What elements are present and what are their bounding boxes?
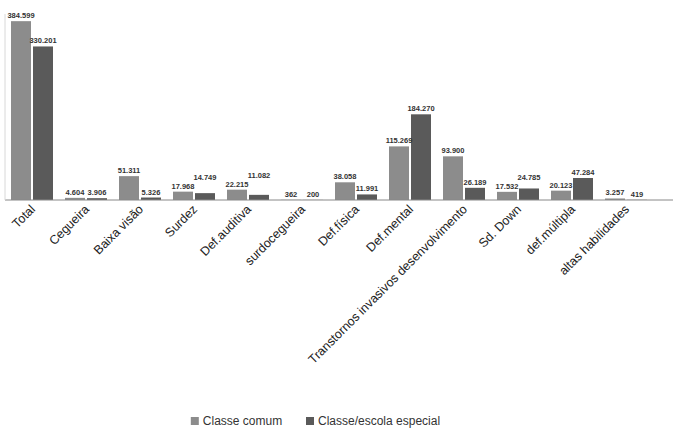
x-tick-label: Transtornos invasivos desenvolvimento [306,202,470,366]
data-label: 38.058 [334,172,357,181]
data-labels: 384.599 330.201 4.6043.906 51.311 5.326 17.96… [7,11,643,199]
y-axis [5,14,6,200]
x-tick-label: Cegueira [46,202,92,248]
data-label: 26.189 [464,178,487,187]
bar [335,182,355,200]
bar [249,195,269,200]
x-tick-label: Def.auditiva [198,202,255,259]
data-label: 384.599 [7,11,34,20]
data-label: 24.785 [518,173,541,182]
bar [443,156,463,200]
x-tick-label: Total [10,202,39,231]
data-label: 47.284 [572,168,596,177]
bar [551,191,571,200]
data-label: 17.968 [172,182,195,191]
bar [33,46,53,200]
legend: Classe comum Classe/escola especial [191,414,440,428]
data-label: 362 [285,190,298,199]
legend-swatch [306,417,314,425]
data-label: 93.900 [442,146,465,155]
bar [11,21,31,200]
data-label: 22.215 [226,180,249,189]
bars [11,21,647,200]
bar [411,114,431,200]
data-label: 4.604 [66,188,86,197]
data-label: 51.311 [118,166,141,175]
bar [195,193,215,200]
data-label: 419 [631,190,644,199]
x-tick-label: Def.mental [363,202,416,255]
data-label: 200 [307,190,320,199]
x-tick-label: surdocegueira [242,202,308,268]
data-label: 11.082 [248,171,271,180]
x-tick-label: Def.física [315,202,362,249]
data-label: 3.906 [88,188,107,197]
bar [173,192,193,200]
bar [357,194,377,200]
data-label: 330.201 [29,36,56,45]
data-label: 5.326 [142,188,161,197]
bar [119,176,139,200]
data-label: 17.532 [496,182,519,191]
data-label: 11.991 [356,184,379,193]
x-tick-label: altas habilidades [556,202,632,278]
bar [465,188,485,200]
chart: 384.599 330.201 4.6043.906 51.311 5.326 17.96… [0,0,678,437]
data-label: 14.749 [194,173,217,182]
data-label: 3.257 [606,188,625,197]
legend-swatch [191,417,199,425]
bar [519,188,539,200]
x-tick-labels: TotalCegueiraBaixa visão SurdezDef.auditi… [10,202,633,366]
legend-label: Classe comum [203,414,282,428]
data-label: 20.123 [550,181,573,190]
x-tick-label: Sd. Down [476,202,524,250]
x-tick-label: def.múltipla [523,202,578,257]
bar [497,192,517,200]
data-label: 184.270 [407,104,434,113]
x-axis [5,200,673,201]
bar [573,178,593,200]
bar [389,146,409,200]
data-label: 115.269 [386,136,413,145]
legend-label: Classe/escola especial [318,414,440,428]
x-tick-label: Surdez [162,202,200,240]
x-tick-label: Baixa visão [91,202,146,257]
bar [227,190,247,200]
